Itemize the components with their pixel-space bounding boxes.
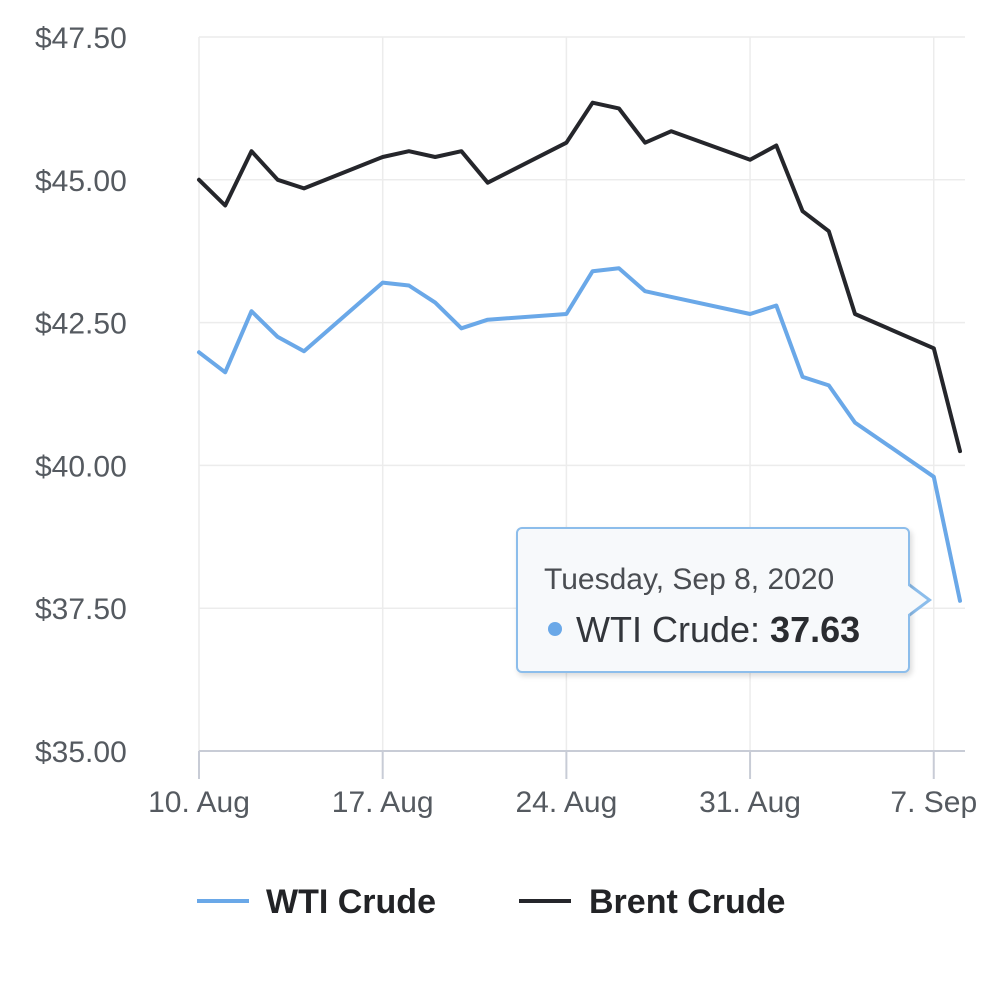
legend: WTI Crude Brent Crude: [197, 883, 785, 921]
tooltip-series-name: WTI Crude: [576, 609, 751, 650]
tooltip-value: 37.63: [770, 609, 861, 650]
legend-label-wti: WTI Crude: [266, 883, 436, 921]
y-tick-label: $37.50: [35, 593, 127, 626]
y-tick-label: $45.00: [35, 165, 127, 198]
x-tick-label: 17. Aug: [332, 786, 434, 819]
tooltip-date: Tuesday, Sep 8, 2020: [544, 563, 835, 596]
y-tick-label: $42.50: [35, 308, 127, 341]
x-axis-ticks: 10. Aug 17. Aug 24. Aug 31. Aug 7. Sep: [148, 751, 977, 819]
tooltip-series-dot: [548, 622, 562, 637]
series-line[interactable]: [197, 266, 962, 603]
tooltip-row: WTI Crude: 37.63: [548, 609, 860, 651]
legend-item-wti[interactable]: WTI Crude: [197, 883, 436, 921]
y-tick-label: $35.00: [35, 736, 127, 769]
x-tick-label: 10. Aug: [148, 786, 250, 819]
legend-label-brent: Brent Crude: [589, 883, 785, 921]
series-lines: [197, 100, 962, 603]
y-axis-tick-labels: $35.00 $37.50 $40.00 $42.50 $45.00 $47.50: [35, 22, 127, 769]
tooltip-arrow-fill: [907, 585, 927, 615]
tooltip: Tuesday, Sep 8, 2020 WTI Crude: 37.63: [516, 527, 910, 673]
x-tick-label: 24. Aug: [515, 786, 617, 819]
series-line[interactable]: [197, 100, 962, 454]
x-tick-label: 7. Sep: [890, 786, 977, 819]
x-tick-label: 31. Aug: [699, 786, 801, 819]
y-tick-label: $47.50: [35, 22, 127, 55]
legend-item-brent[interactable]: Brent Crude: [519, 883, 785, 921]
y-tick-label: $40.00: [35, 450, 127, 483]
